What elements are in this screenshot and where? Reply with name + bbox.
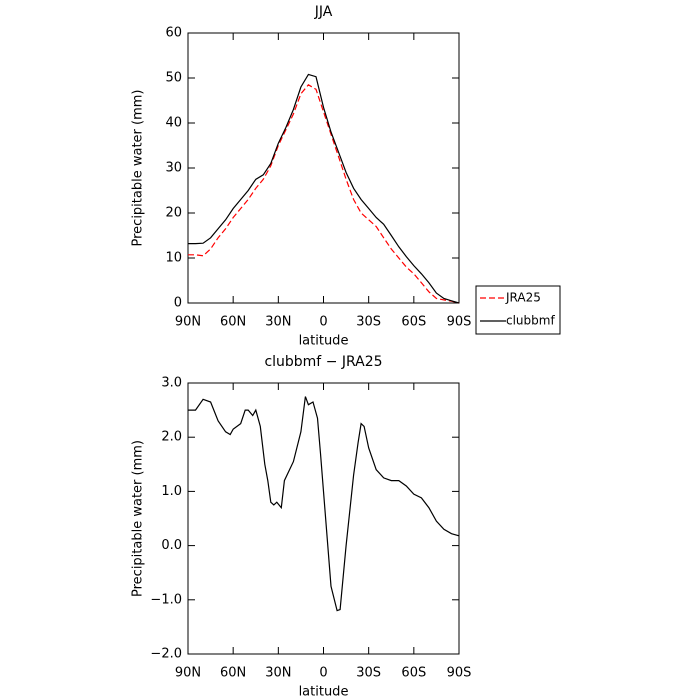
legend-label: JRA25 xyxy=(505,291,541,305)
y-tick-label: 2.0 xyxy=(161,430,182,445)
y-tick-label: 30 xyxy=(165,161,182,176)
plot-frame xyxy=(187,32,460,304)
x-tick-label: 30N xyxy=(265,666,291,681)
y-tick-label: 10 xyxy=(165,251,182,266)
x-tick-label: 30S xyxy=(356,666,381,681)
chart-title: clubbmf − JRA25 xyxy=(264,354,382,370)
x-tick-label: 90S xyxy=(447,315,472,330)
y-axis-label: Precipitable water (mm) xyxy=(131,90,146,247)
y-axis-label: Precipitable water (mm) xyxy=(131,440,146,597)
y-tick-label: −1.0 xyxy=(150,592,182,607)
y-tick-label: 40 xyxy=(165,116,182,131)
x-tick-label: 30S xyxy=(356,315,381,330)
x-axis-label: latitude xyxy=(299,685,349,700)
plot-frame xyxy=(187,382,460,655)
x-tick-label: 60N xyxy=(220,315,246,330)
y-tick-label: 60 xyxy=(165,26,182,41)
x-tick-label: 60S xyxy=(401,666,426,681)
y-tick-label: −2.0 xyxy=(150,647,182,662)
x-tick-label: 0 xyxy=(319,666,327,681)
data-line xyxy=(188,396,460,612)
data-line xyxy=(188,73,460,304)
chart-title: JJA xyxy=(314,4,333,20)
x-tick-label: 90N xyxy=(175,315,201,330)
legend-label: clubbmf xyxy=(506,314,555,328)
x-tick-label: 30N xyxy=(265,315,291,330)
y-tick-label: 1.0 xyxy=(161,484,182,499)
y-tick-label: 50 xyxy=(165,71,182,86)
y-tick-label: 3.0 xyxy=(161,376,182,391)
legend-box xyxy=(475,285,561,335)
y-tick-label: 0 xyxy=(174,296,182,311)
x-tick-label: 60S xyxy=(401,315,426,330)
x-axis-label: latitude xyxy=(299,334,349,349)
x-tick-label: 90S xyxy=(447,666,472,681)
data-line xyxy=(188,84,460,304)
x-tick-label: 0 xyxy=(319,315,327,330)
x-tick-label: 60N xyxy=(220,666,246,681)
x-tick-label: 90N xyxy=(175,666,201,681)
y-tick-label: 0.0 xyxy=(161,538,182,553)
y-tick-label: 20 xyxy=(165,206,182,221)
